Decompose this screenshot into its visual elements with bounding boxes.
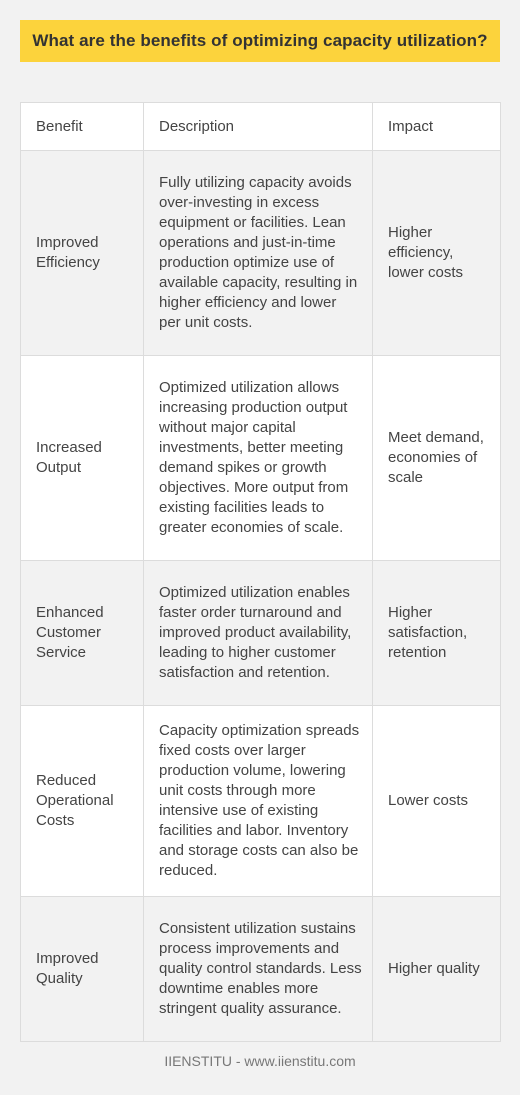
benefit-cell: Improved Efficiency — [20, 150, 144, 356]
table-row: Enhanced Customer Service Optimized util… — [20, 560, 501, 706]
table-header-row: Benefit Description Impact — [20, 102, 501, 151]
benefit-cell: Reduced Operational Costs — [20, 705, 144, 897]
header-impact: Impact — [372, 102, 501, 151]
table-row: Reduced Operational Costs Capacity optim… — [20, 705, 501, 897]
description-cell: Consistent utilization sustains process … — [143, 896, 373, 1042]
impact-cell: Higher satisfaction, retention — [372, 560, 501, 706]
page-title: What are the benefits of optimizing capa… — [32, 31, 488, 50]
footer-credit: IIENSTITU - www.iienstitu.com — [164, 1053, 356, 1069]
impact-cell: Meet demand, economies of scale — [372, 355, 501, 561]
benefit-cell: Improved Quality — [20, 896, 144, 1042]
description-cell: Optimized utilization allows increasing … — [143, 355, 373, 561]
table-row: Improved Quality Consistent utilization … — [20, 896, 501, 1042]
benefit-cell: Enhanced Customer Service — [20, 560, 144, 706]
impact-cell: Higher quality — [372, 896, 501, 1042]
impact-cell: Higher efficiency, lower costs — [372, 150, 501, 356]
header-benefit: Benefit — [20, 102, 144, 151]
header-description: Description — [143, 102, 373, 151]
benefits-table: Benefit Description Impact Improved Effi… — [20, 102, 501, 1042]
description-cell: Optimized utilization enables faster ord… — [143, 560, 373, 706]
title-banner: What are the benefits of optimizing capa… — [20, 20, 500, 62]
table-row: Increased Output Optimized utilization a… — [20, 355, 501, 561]
description-cell: Capacity optimization spreads fixed cost… — [143, 705, 373, 897]
benefit-cell: Increased Output — [20, 355, 144, 561]
impact-cell: Lower costs — [372, 705, 501, 897]
table-row: Improved Efficiency Fully utilizing capa… — [20, 150, 501, 356]
description-cell: Fully utilizing capacity avoids over-inv… — [143, 150, 373, 356]
